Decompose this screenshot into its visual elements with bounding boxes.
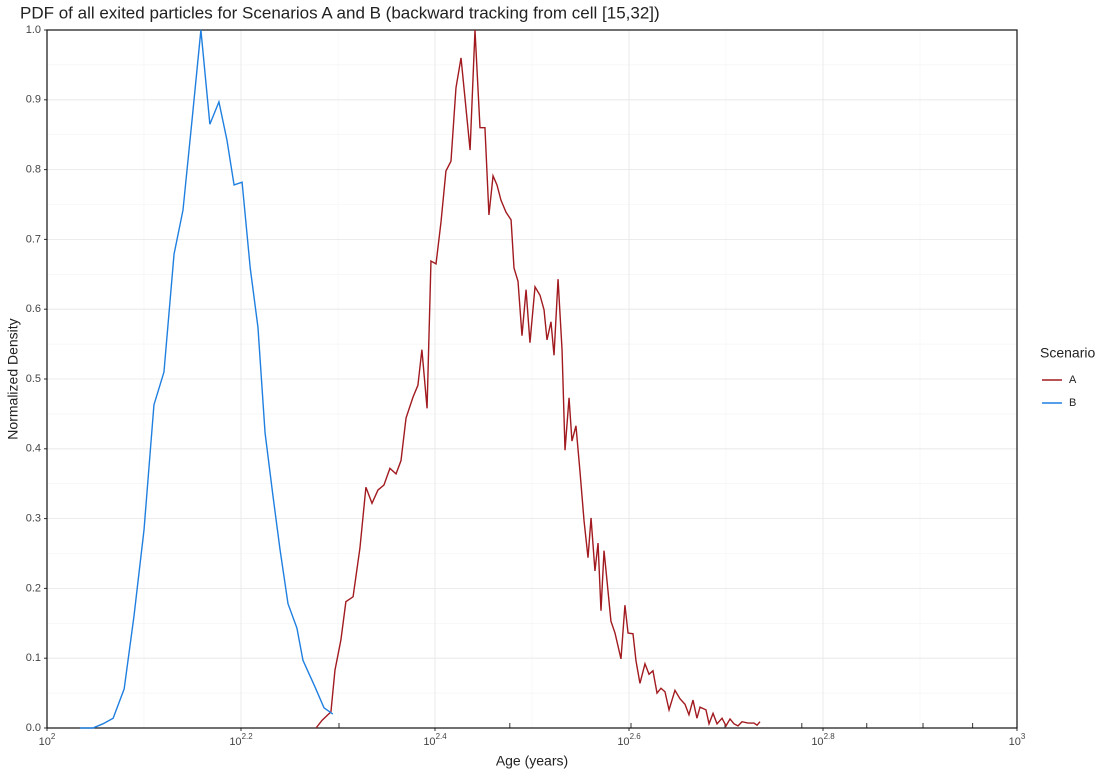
plot-border: [46, 29, 1018, 729]
y-tick-label: 0.3: [26, 513, 41, 525]
y-tick-label: 0.8: [26, 164, 41, 176]
y-tick-label: 0.5: [26, 373, 41, 385]
y-tick-label: 1.0: [26, 24, 41, 36]
x-tick-label: 102.6: [617, 732, 641, 748]
x-tick-label: 102.4: [423, 732, 447, 748]
legend-label: A: [1069, 374, 1077, 386]
y-tick-label: 0.0: [26, 722, 41, 734]
legend-label: B: [1069, 397, 1076, 409]
x-tick-label: 102.8: [811, 732, 835, 748]
y-tick-label: 0.1: [26, 652, 41, 664]
y-tick-label: 0.2: [26, 582, 41, 594]
x-tick-label: 103: [1009, 732, 1026, 748]
series-line: [315, 29, 761, 729]
x-tick-label: 102.2: [229, 732, 253, 748]
x-axis-label: Age (years): [496, 753, 568, 769]
y-tick-label: 0.6: [26, 303, 41, 315]
y-tick-label: 0.7: [26, 233, 41, 245]
legend-title: Scenario: [1040, 345, 1095, 361]
y-tick-label: 0.9: [26, 94, 41, 106]
y-tick-label: 0.4: [26, 443, 41, 455]
x-tick-label: 102: [39, 732, 56, 748]
y-axis-label: Normalized Density: [5, 318, 21, 439]
chart-title: PDF of all exited particles for Scenario…: [20, 3, 660, 22]
series-line: [79, 29, 334, 729]
